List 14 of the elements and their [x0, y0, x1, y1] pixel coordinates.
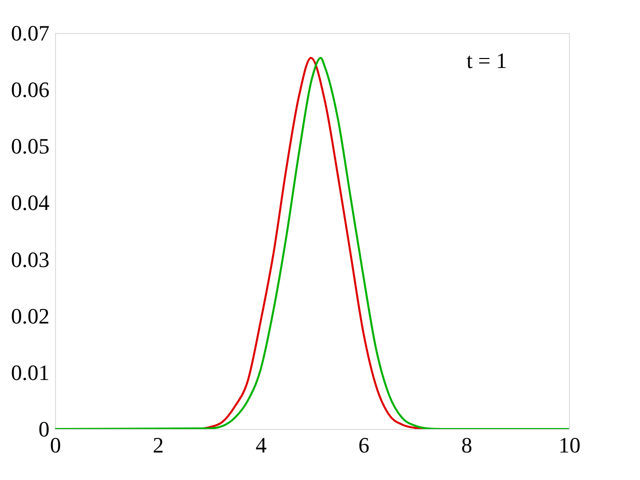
y-tick-label: 0.04 — [11, 190, 50, 216]
annotation: t = 1 — [466, 48, 508, 73]
y-tick-label: 0.05 — [11, 134, 50, 159]
y-tick-label: 0.06 — [11, 77, 50, 102]
y-tick-label: 0.03 — [11, 246, 50, 272]
x-tick-label: 10 — [558, 432, 580, 458]
y-tick-label: 0 — [38, 416, 50, 442]
x-tick-label: 6 — [358, 432, 370, 458]
x-tick-label: 4 — [256, 432, 267, 458]
y-tick-label: 0.07 — [11, 20, 50, 46]
y-tick-label: 0.01 — [11, 360, 50, 385]
x-tick-label: 8 — [461, 432, 472, 458]
x-tick-label: 2 — [152, 432, 164, 458]
y-tick-label: 0.02 — [11, 303, 50, 328]
